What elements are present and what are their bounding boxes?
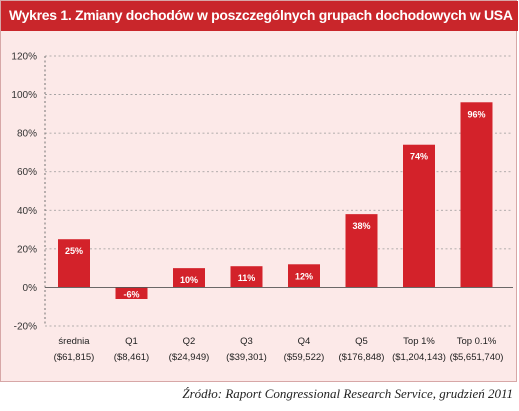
x-category-sublabel: ($61,815)	[54, 352, 95, 363]
y-tick-label: 0%	[23, 283, 38, 294]
x-category-sublabel: ($176,848)	[339, 352, 385, 363]
chart-title: Wykres 1. Zmiany dochodów w poszczególny…	[9, 7, 513, 23]
x-category-label: Top 0.1%	[457, 336, 497, 347]
bar	[460, 102, 493, 288]
bar-value-label: 25%	[65, 246, 83, 256]
x-category-label: średnia	[58, 336, 90, 347]
bar-value-label: -6%	[123, 289, 139, 299]
bar-value-label: 11%	[238, 273, 256, 283]
y-tick-label: 20%	[17, 244, 37, 255]
x-category-label: Q4	[298, 336, 311, 347]
bar	[230, 266, 263, 288]
bar	[173, 268, 205, 288]
bar	[403, 144, 435, 288]
bar-chart: 120% 100% 80% 60% 40% 20% 0% -20% 25% średnia ($61…	[11, 52, 513, 363]
bar-value-label: 74%	[410, 152, 428, 162]
x-category-label: Q3	[240, 336, 253, 347]
x-category-sublabel: ($8,461)	[114, 352, 149, 363]
y-tick-label: 40%	[17, 206, 37, 217]
y-tick-label: 100%	[11, 90, 37, 101]
bar	[345, 214, 378, 288]
bar	[288, 264, 320, 288]
x-category-sublabel: ($59,522)	[284, 352, 325, 363]
chart-frame: Wykres 1. Zmiany dochodów w poszczególny…	[0, 0, 518, 382]
bar	[58, 239, 90, 288]
y-tick-label: 80%	[17, 129, 37, 140]
x-category-sublabel: ($1,204,143)	[392, 352, 446, 363]
bar-value-label: 96%	[467, 109, 485, 119]
x-category-label: Q2	[183, 336, 196, 347]
bar-value-label: 38%	[352, 221, 370, 231]
title-bar: Wykres 1. Zmiany dochodów w poszczególny…	[1, 1, 518, 31]
x-category-label: Top 1%	[403, 336, 435, 347]
bar-value-label: 10%	[180, 275, 198, 285]
bar-value-label: 12%	[295, 271, 313, 281]
bar	[115, 287, 148, 299]
x-category-sublabel: ($39,301)	[226, 352, 267, 363]
x-category-sublabel: ($5,651,740)	[450, 352, 504, 363]
x-category-label: Q1	[125, 336, 138, 347]
y-tick-label: -20%	[14, 322, 37, 333]
source-note: Źródło: Raport Congressional Research Se…	[182, 386, 513, 401]
x-category-label: Q5	[355, 336, 368, 347]
y-tick-label: 60%	[17, 167, 37, 178]
y-tick-label: 120%	[11, 52, 37, 63]
x-category-sublabel: ($24,949)	[169, 352, 210, 363]
